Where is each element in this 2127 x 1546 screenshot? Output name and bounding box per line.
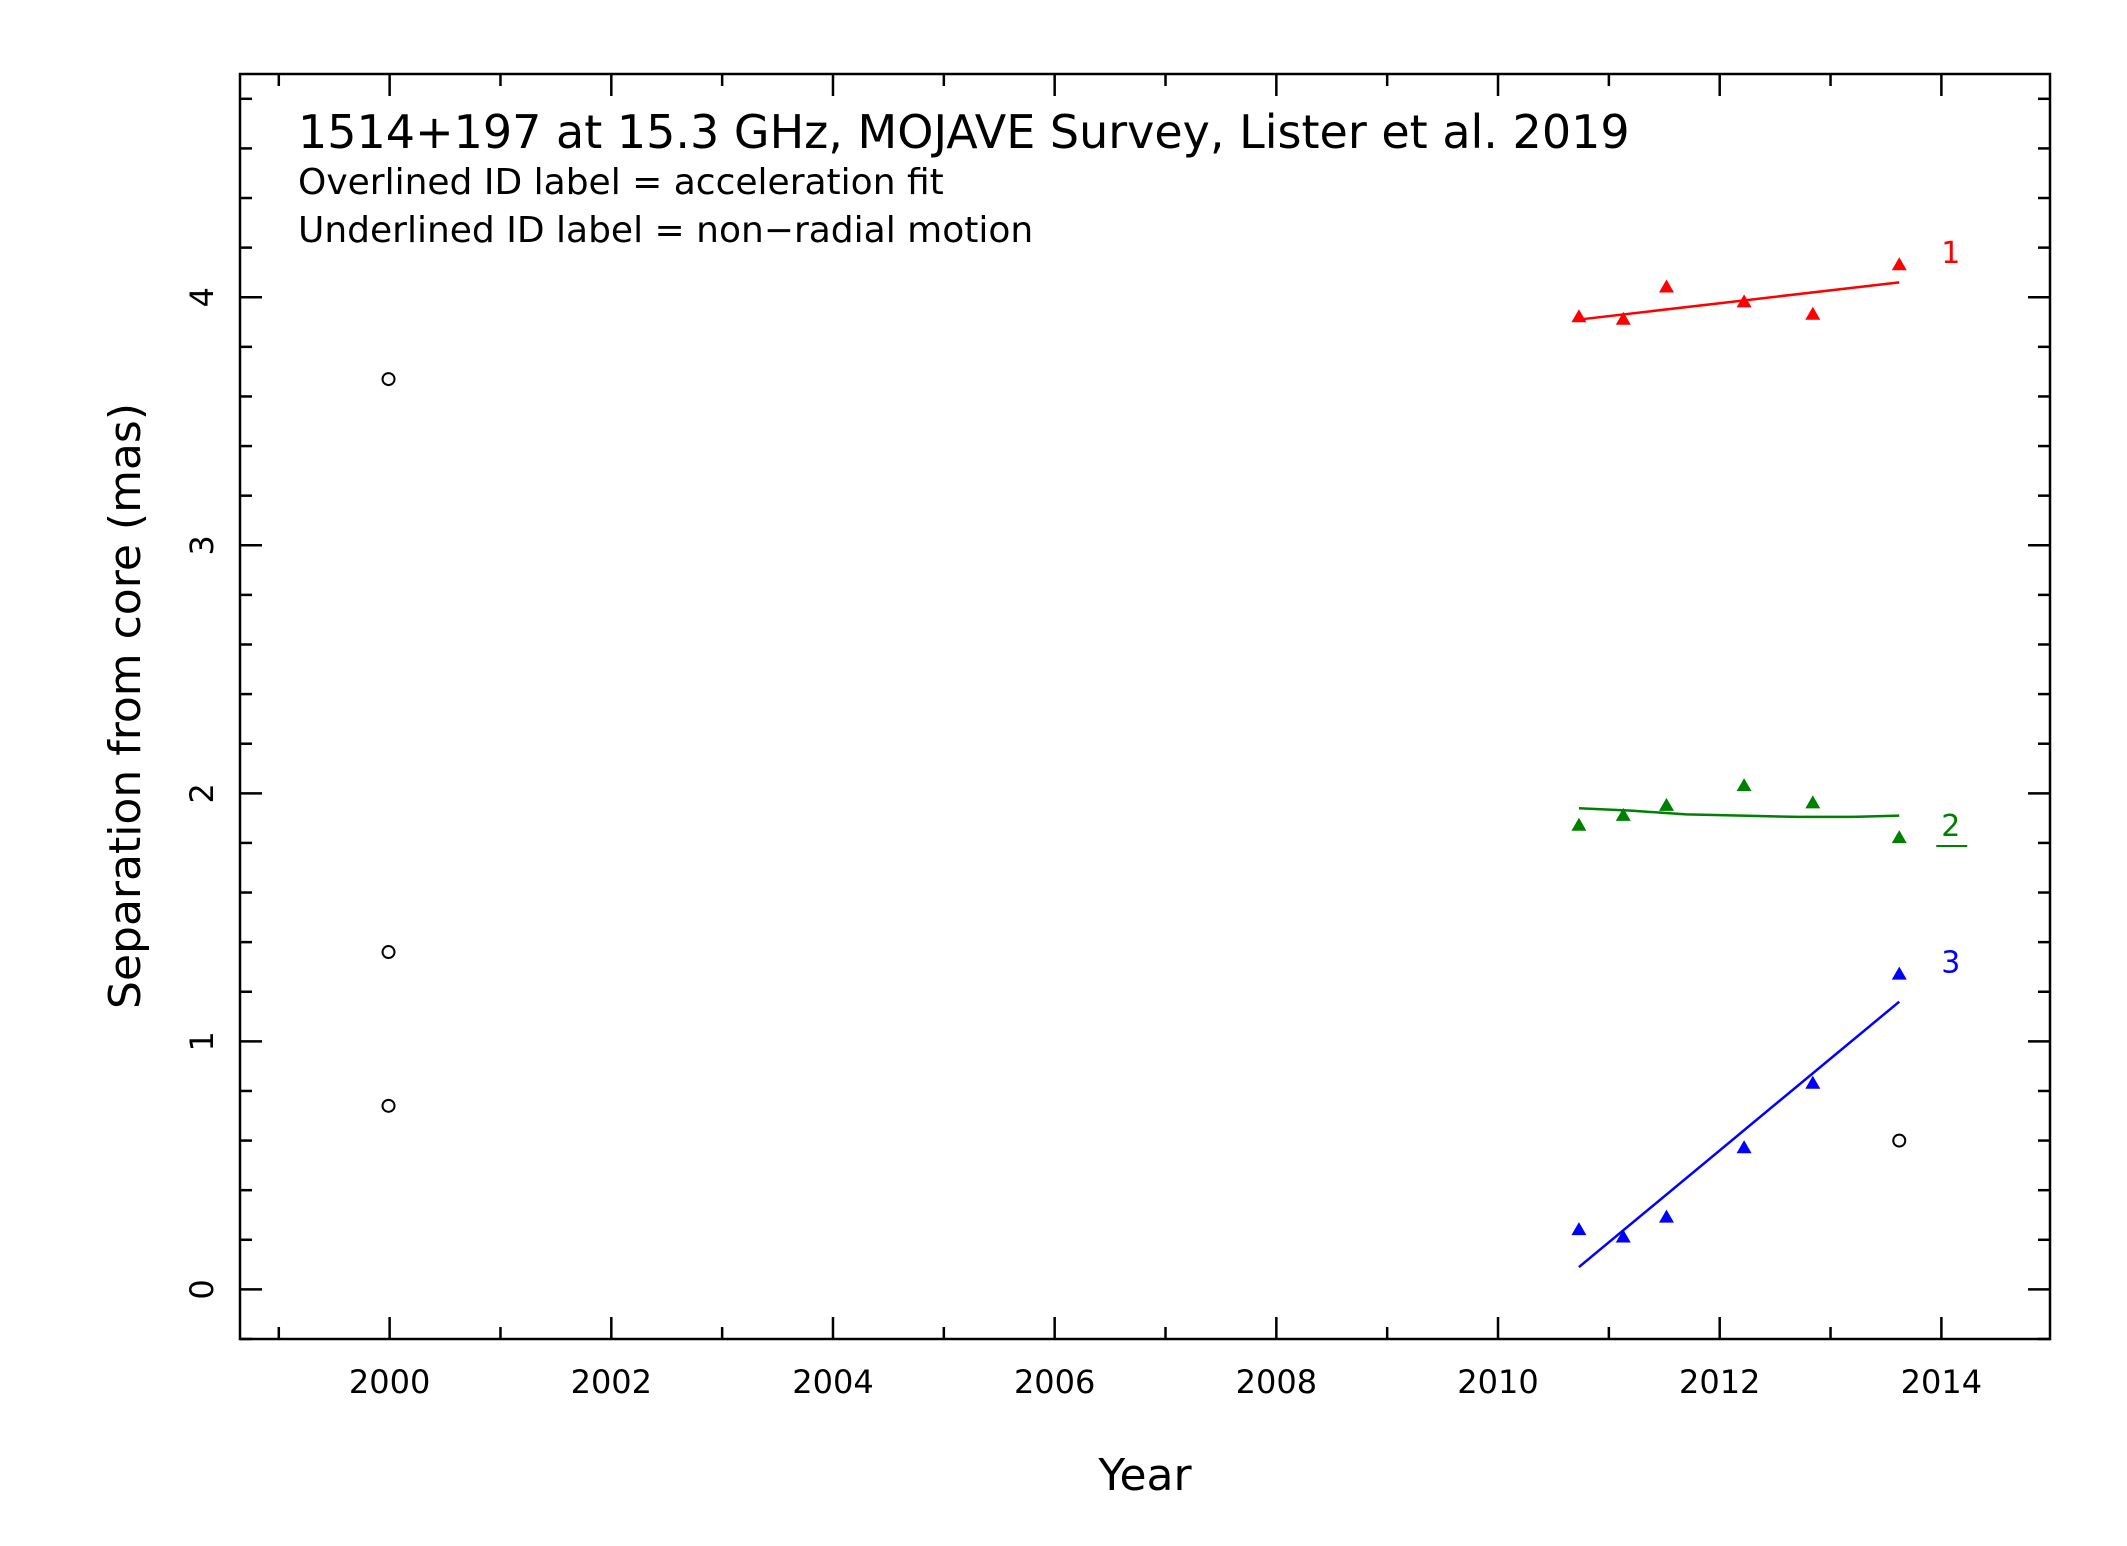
note-underlined: Underlined ID label = non−radial motion	[298, 210, 1033, 251]
data-point	[1891, 966, 1907, 980]
data-point	[1571, 309, 1587, 323]
data-point	[1891, 830, 1907, 844]
data-points	[381, 257, 1907, 1243]
fit-line	[1578, 281, 1900, 321]
axis-ticks	[240, 74, 2050, 1341]
y-tick-label: 0	[183, 1279, 221, 1299]
y-tick-labels: 0 1 2 3 4	[183, 287, 221, 1300]
fit-line	[1578, 1000, 1901, 1269]
series-label: 1	[1941, 236, 1960, 271]
data-point	[1658, 797, 1674, 811]
fit-lines	[1578, 281, 1901, 1269]
y-tick-label: 2	[183, 783, 221, 803]
x-tick-labels: 2000 2002 2004 2006 2008 2010 2012 2014	[349, 1363, 1982, 1401]
data-point	[1805, 1075, 1821, 1089]
x-tick-label: 2000	[349, 1363, 430, 1401]
x-tick-label: 2006	[1014, 1363, 1095, 1401]
y-tick-label: 1	[183, 1031, 221, 1051]
x-tick-label: 2014	[1901, 1363, 1982, 1401]
chart-title: 1514+197 at 15.3 GHz, MOJAVE Survey, Lis…	[298, 105, 1630, 159]
series-label: 3	[1941, 945, 1960, 980]
data-point	[1805, 306, 1821, 320]
data-point	[381, 372, 396, 387]
data-point	[1658, 1209, 1674, 1223]
x-tick-label: 2002	[571, 1363, 652, 1401]
data-point	[381, 1098, 396, 1113]
data-point	[1892, 1133, 1907, 1148]
x-tick-label: 2008	[1236, 1363, 1317, 1401]
data-point	[1805, 795, 1821, 809]
y-tick-label: 3	[183, 535, 221, 555]
data-point	[381, 945, 396, 960]
x-tick-label: 2012	[1679, 1363, 1760, 1401]
data-point	[1658, 279, 1674, 293]
series-label: 2	[1941, 809, 1960, 844]
x-tick-label: 2004	[792, 1363, 873, 1401]
data-point	[1571, 1222, 1587, 1236]
plot-frame	[238, 72, 2052, 1341]
data-point	[1615, 807, 1631, 821]
data-point	[1615, 1229, 1631, 1243]
x-axis-label: Year	[1097, 1450, 1192, 1501]
data-point	[1736, 778, 1752, 792]
note-overlined: Overlined ID label = acceleration fit	[298, 162, 944, 203]
x-tick-label: 2010	[1457, 1363, 1538, 1401]
data-point	[1736, 294, 1752, 308]
data-point	[1736, 1140, 1752, 1154]
data-point	[1571, 817, 1587, 831]
y-axis-label: Separation from core (mas)	[100, 403, 151, 1009]
data-point	[1615, 311, 1631, 325]
data-point	[1891, 257, 1907, 271]
series-labels: 1 2 3	[1936, 236, 1968, 980]
fit-line	[1578, 806, 1900, 819]
y-tick-label: 4	[183, 287, 221, 307]
